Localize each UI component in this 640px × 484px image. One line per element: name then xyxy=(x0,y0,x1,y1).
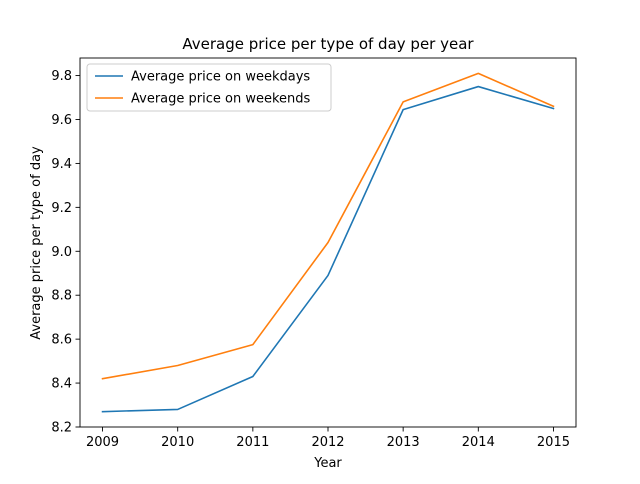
legend-box xyxy=(86,63,332,112)
legend-label-1: Average price on weekdays xyxy=(131,70,310,85)
x-tick-label-2010: 2010 xyxy=(161,435,194,450)
y-tick-label-8.6: 8.6 xyxy=(51,333,72,348)
x-tick-label-2012: 2012 xyxy=(311,435,344,450)
y-tick-label-9.6: 9.6 xyxy=(51,113,72,128)
y-tick-label-8.8: 8.8 xyxy=(51,289,72,304)
y-tick-label-8.4: 8.4 xyxy=(51,377,72,392)
x-tick-label-2013: 2013 xyxy=(387,435,420,450)
series-line-2 xyxy=(101,72,555,380)
x-tick-label-2011: 2011 xyxy=(236,435,269,450)
chart-title: Average price per type of day per year xyxy=(182,35,474,53)
x-axis-label: Year xyxy=(313,456,342,471)
y-axis-label: Average price per type of day xyxy=(29,146,44,340)
legend-label-2: Average price on weekends xyxy=(131,92,311,107)
legend: Average price on weekdays Average price o… xyxy=(86,63,332,112)
plot-area: 2009 2010 2011 2012 2013 2014 2015 8.2 8.4 8.6 8.8… xyxy=(51,57,577,450)
x-tick-label-2009: 2009 xyxy=(86,435,119,450)
x-tick-label-2015: 2015 xyxy=(537,435,570,450)
y-tick-label-9.8: 9.8 xyxy=(51,69,72,84)
y-tick-label-9.4: 9.4 xyxy=(51,157,72,172)
series-line-1 xyxy=(101,85,555,413)
y-tick-label-9.0: 9.0 xyxy=(51,245,72,260)
x-tick-label-2014: 2014 xyxy=(462,435,495,450)
y-tick-label-8.2: 8.2 xyxy=(51,421,72,436)
y-tick-label-9.2: 9.2 xyxy=(51,201,72,216)
